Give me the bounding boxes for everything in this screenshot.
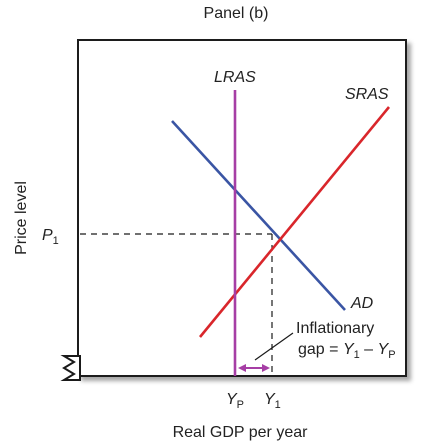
axis-break-icon <box>60 355 81 381</box>
annotation-line-2: gap = Y1 – YP <box>298 341 396 361</box>
y1-tick-label: Y1 <box>264 391 281 411</box>
plot-frame <box>77 39 407 377</box>
sras-curve <box>198 106 391 338</box>
y-axis-label: Price level <box>13 181 30 255</box>
ad-curve <box>171 120 346 311</box>
gap-arrow-icon <box>238 364 270 372</box>
annotation-line-1: Inflationary <box>296 320 374 337</box>
yp-tick-label: YP <box>226 391 244 411</box>
panel-title: Panel (b) <box>204 5 269 22</box>
sras-label: SRAS <box>345 86 389 103</box>
ad-label: AD <box>350 295 374 312</box>
annotation-pointer-line <box>254 332 294 361</box>
x-axis-label: Real GDP per year <box>173 424 309 441</box>
p1-tick-label: P1 <box>42 227 59 247</box>
lras-label: LRAS <box>214 69 256 86</box>
